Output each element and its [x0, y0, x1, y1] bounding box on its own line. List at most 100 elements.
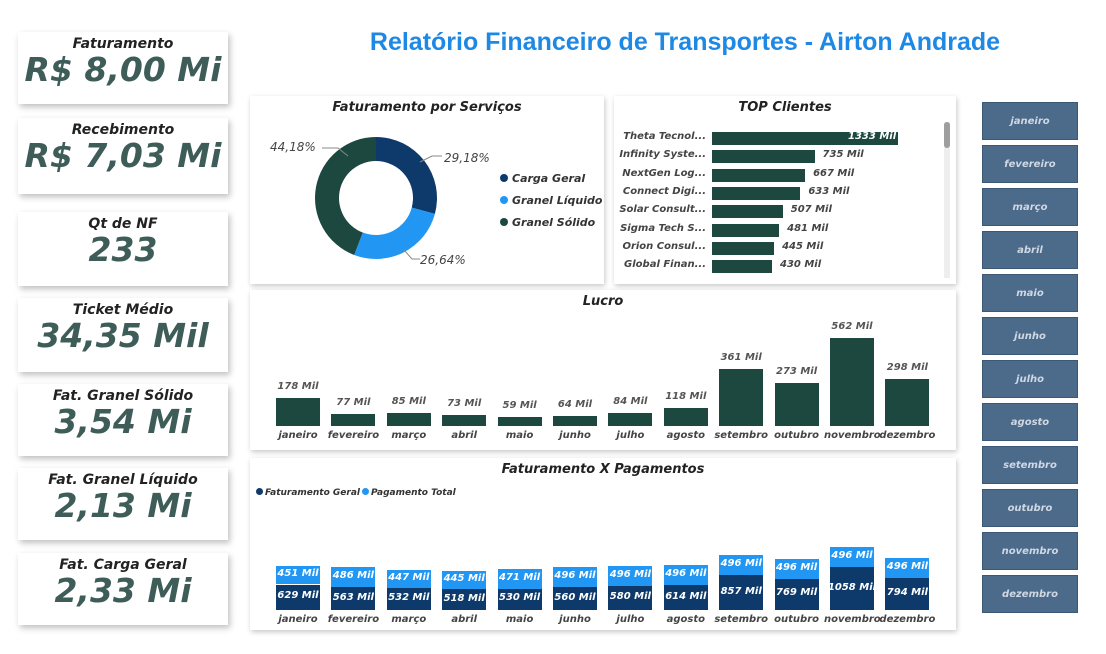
lucro-value-label: 562 Mil	[831, 321, 873, 332]
lucro-month-label: janeiro	[278, 430, 318, 441]
fat-pag-month-label: novembro	[824, 614, 881, 625]
client-bar[interactable]	[712, 168, 806, 182]
month-filter-junho[interactable]: junho	[982, 317, 1078, 355]
month-filter-novembro[interactable]: novembro	[982, 532, 1078, 570]
pagamento-total-bar[interactable]	[663, 565, 708, 586]
faturamento-geral-bar[interactable]	[553, 587, 597, 610]
pagamento-value-label: 471 Mil	[499, 571, 541, 583]
client-bar[interactable]	[712, 241, 775, 255]
month-filter-agosto[interactable]: agosto	[982, 403, 1078, 441]
month-filter-setembro[interactable]: setembro	[982, 446, 1078, 484]
lucro-bar[interactable]	[774, 383, 819, 426]
lucro-value-label: 84 Mil	[613, 395, 648, 407]
donut-slice-granel-líquido[interactable]	[354, 207, 435, 259]
client-name: Infinity Syste...	[619, 149, 706, 161]
faturamento-geral-bar[interactable]	[386, 588, 431, 610]
lucro-value-label: 273 Mil	[776, 366, 818, 378]
pagamento-total-bar[interactable]	[719, 555, 764, 576]
kpi-fat-granel-solido: Fat. Granel Sólido 3,54 Mi	[18, 384, 228, 456]
donut-slice-granel-sólido[interactable]	[315, 137, 376, 255]
legend-dot	[500, 174, 508, 182]
lucro-bar[interactable]	[386, 412, 431, 426]
lucro-month-label: junho	[559, 430, 591, 441]
donut-slice-carga-geral[interactable]	[376, 137, 437, 214]
pagamento-total-bar[interactable]	[885, 557, 930, 578]
lucro-value-label: 178 Mil	[277, 381, 319, 393]
month-filter-janeiro[interactable]: janeiro	[982, 102, 1078, 140]
faturamento-value-label: 532 Mil	[388, 592, 430, 604]
lucro-bar[interactable]	[276, 398, 320, 426]
scrollbar[interactable]	[944, 122, 950, 278]
client-bar[interactable]	[712, 132, 898, 145]
client-bar[interactable]	[712, 150, 815, 164]
kpi-fat-granel-liquido: Fat. Granel Líquido 2,13 Mi	[18, 468, 228, 540]
client-name: NextGen Log...	[622, 167, 706, 179]
fat-pag-month-label: março	[391, 614, 427, 625]
lucro-bar[interactable]	[663, 407, 708, 426]
faturamento-geral-bar[interactable]	[442, 589, 487, 610]
legend-dot	[500, 218, 508, 226]
faturamento-geral-bar[interactable]	[885, 577, 930, 610]
month-filter-julho[interactable]: julho	[982, 360, 1078, 398]
faturamento-geral-bar[interactable]	[497, 588, 542, 610]
chart-title: Faturamento X Pagamentos	[501, 462, 705, 477]
chart-title: Lucro	[582, 294, 624, 309]
faturamento-geral-bar[interactable]	[719, 575, 764, 610]
pagamento-total-bar[interactable]	[276, 566, 320, 585]
client-bar[interactable]	[712, 260, 772, 274]
pagamento-total-bar[interactable]	[442, 570, 487, 589]
pagamento-total-bar[interactable]	[386, 570, 431, 589]
kpi-label: Recebimento	[71, 122, 175, 138]
pagamento-total-bar[interactable]	[608, 566, 653, 587]
client-bar[interactable]	[712, 205, 783, 219]
lucro-month-label: julho	[616, 430, 645, 441]
legend-dot-navy	[256, 488, 263, 495]
faturamento-geral-bar[interactable]	[774, 578, 819, 610]
lucro-value-label: 118 Mil	[665, 390, 707, 402]
lucro-bar[interactable]	[553, 415, 597, 426]
lucro-bar[interactable]	[497, 416, 542, 426]
pagamento-value-label: 496 Mil	[831, 550, 873, 562]
pagamento-value-label: 447 Mil	[388, 572, 430, 584]
faturamento-geral-bar[interactable]	[830, 567, 874, 610]
lucro-bar[interactable]	[830, 338, 874, 426]
lucro-bar[interactable]	[719, 369, 764, 426]
legend-dot-blue	[362, 488, 369, 495]
faturamento-value-label: 794 Mil	[886, 586, 928, 598]
pagamento-total-bar[interactable]	[830, 547, 874, 568]
legend-carga-geral: Carga Geral	[500, 172, 585, 185]
scrollbar-thumb[interactable]	[944, 122, 950, 148]
month-filter-março[interactable]: março	[982, 188, 1078, 226]
faturamento-geral-bar[interactable]	[276, 584, 320, 610]
kpi-value: R$ 7,03 Mi	[24, 136, 222, 175]
client-bar[interactable]	[712, 186, 801, 200]
pagamento-total-bar[interactable]	[497, 569, 542, 589]
lucro-value-label: 298 Mil	[886, 362, 928, 374]
pagamento-value-label: 496 Mil	[886, 560, 928, 572]
lucro-bar[interactable]	[442, 414, 487, 426]
client-name: Theta Tecnol...	[623, 131, 706, 142]
lucro-bar[interactable]	[331, 413, 376, 426]
lucro-bar[interactable]	[608, 412, 653, 426]
fat-pag-month-label: dezembro	[879, 614, 936, 625]
lucro-bar[interactable]	[885, 379, 930, 426]
month-filter-dezembro[interactable]: dezembro	[982, 575, 1078, 613]
faturamento-geral-bar[interactable]	[608, 586, 653, 610]
pagamento-total-bar[interactable]	[774, 558, 819, 579]
pagamento-value-label: 496 Mil	[554, 570, 596, 582]
faturamento-value-label: 563 Mil	[332, 591, 374, 603]
pagamento-total-bar[interactable]	[553, 567, 597, 588]
month-filter-maio[interactable]: maio	[982, 274, 1078, 312]
month-filter-fevereiro[interactable]: fevereiro	[982, 145, 1078, 183]
fat-pag-month-label: fevereiro	[327, 614, 380, 625]
legend-granel-líquido: Granel Líquido	[500, 194, 602, 207]
faturamento-geral-bar[interactable]	[663, 585, 708, 610]
kpi-recebimento: Recebimento R$ 7,03 Mi	[18, 118, 228, 194]
month-filter-outubro[interactable]: outubro	[982, 489, 1078, 527]
month-filter-abril[interactable]: abril	[982, 231, 1078, 269]
client-bar[interactable]	[712, 223, 780, 237]
faturamento-geral-bar[interactable]	[331, 587, 376, 610]
pagamento-total-bar[interactable]	[331, 567, 376, 588]
lucro-value-label: 85 Mil	[391, 395, 426, 407]
client-name: Global Finan...	[624, 259, 706, 271]
